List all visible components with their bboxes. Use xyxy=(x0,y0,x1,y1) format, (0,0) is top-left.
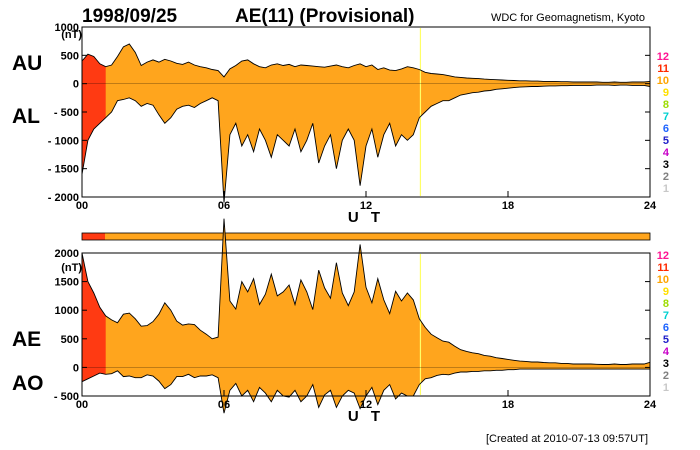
legend-item-10: 10 xyxy=(657,75,669,87)
legend-item-5: 5 xyxy=(663,334,669,346)
legend-item-4: 4 xyxy=(663,147,670,159)
x-tick-label: 18 xyxy=(502,399,514,411)
ae-ao-y-ticks: 2000 1500 1000 500 0 - 500 xyxy=(54,248,650,403)
y-tick-label: 0 xyxy=(73,362,79,374)
ae-ao-envelope-fill xyxy=(82,218,650,414)
legend-item-4: 4 xyxy=(663,346,670,358)
series-line-au xyxy=(81,43,651,83)
y-tick-label: - 1500 xyxy=(48,164,79,176)
series-line-ae xyxy=(81,218,651,365)
x-tick-label: 24 xyxy=(644,399,657,411)
legend-item-3: 3 xyxy=(663,159,669,171)
y-tick-label: 1000 xyxy=(55,22,79,34)
legend-item-12: 12 xyxy=(657,51,669,63)
legend-item-12: 12 xyxy=(657,250,669,262)
x-tick-label: 18 xyxy=(502,200,514,212)
legend-item-10: 10 xyxy=(657,274,669,286)
ae-ao-area-group xyxy=(81,218,651,414)
series-line-al xyxy=(81,84,651,203)
data-coverage-strip-frame xyxy=(81,232,651,241)
y-tick-label: - 2000 xyxy=(48,192,79,204)
legend-item-11: 11 xyxy=(657,262,669,274)
ae-label: AE xyxy=(12,328,41,351)
y-tick-label: 1000 xyxy=(55,305,79,317)
au-al-y-unit: (nT) xyxy=(61,29,82,41)
x-tick-label: 12 xyxy=(360,399,372,411)
legend-item-1: 1 xyxy=(663,382,669,394)
y-tick-label: - 500 xyxy=(54,107,79,119)
legend-item-3: 3 xyxy=(663,358,669,370)
organization-label: WDC for Geomagnetism, Kyoto xyxy=(491,12,645,24)
legend-item-2: 2 xyxy=(663,370,669,382)
figure-date: 1998/09/25 xyxy=(82,6,178,27)
data-coverage-strip-highlight xyxy=(82,233,105,240)
ae-ao-x-axis-label: U T xyxy=(348,408,384,425)
legend-item-11: 11 xyxy=(657,63,669,75)
legend-item-8: 8 xyxy=(663,99,669,111)
legend-item-9: 9 xyxy=(663,87,669,99)
ae-ao-highlight-fill xyxy=(82,253,106,382)
legend-item-2: 2 xyxy=(663,171,669,183)
legend-item-7: 7 xyxy=(663,310,669,322)
x-tick-label: 06 xyxy=(218,200,230,212)
x-tick-label: 12 xyxy=(360,200,372,212)
y-tick-label: 2000 xyxy=(55,248,79,260)
created-timestamp: [Created at 2010-07-13 09:57UT] xyxy=(486,433,648,445)
au-al-highlight-fill xyxy=(82,54,106,175)
al-label: AL xyxy=(12,105,40,128)
au-al-x-axis-label: U T xyxy=(348,209,384,226)
y-tick-label: - 500 xyxy=(54,391,79,403)
x-tick-label: 00 xyxy=(76,200,88,212)
y-tick-label: 1500 xyxy=(55,277,79,289)
au-al-envelope-fill xyxy=(82,44,650,203)
ae-ao-y-unit: (nT) xyxy=(61,262,82,274)
ao-label: AO xyxy=(12,372,44,395)
au-al-x-ticks: 00 06 12 18 24 xyxy=(76,191,657,212)
y-tick-label: 500 xyxy=(61,50,79,62)
legend-item-6: 6 xyxy=(663,322,669,334)
figure-title: AE(11) (Provisional) xyxy=(235,6,415,27)
legend-item-5: 5 xyxy=(663,135,669,147)
data-coverage-strip xyxy=(82,233,650,240)
y-tick-label: 500 xyxy=(61,334,79,346)
x-tick-label: 06 xyxy=(218,399,230,411)
y-tick-label: 0 xyxy=(73,79,79,91)
au-al-y-ticks: 1000 500 0 - 500 - 1000 - 1500 - 2000 xyxy=(48,22,650,204)
ae-ao-x-ticks: 00 06 12 18 24 xyxy=(76,390,657,411)
legend-item-6: 6 xyxy=(663,123,669,135)
legend-item-1: 1 xyxy=(663,183,669,195)
x-tick-label: 24 xyxy=(644,200,657,212)
legend-item-8: 8 xyxy=(663,298,669,310)
au-al-area-group xyxy=(81,28,651,203)
au-label: AU xyxy=(12,52,42,75)
x-tick-label: 00 xyxy=(76,399,88,411)
legend-item-9: 9 xyxy=(663,286,669,298)
y-tick-label: - 1000 xyxy=(48,135,79,147)
legend-item-7: 7 xyxy=(663,111,669,123)
